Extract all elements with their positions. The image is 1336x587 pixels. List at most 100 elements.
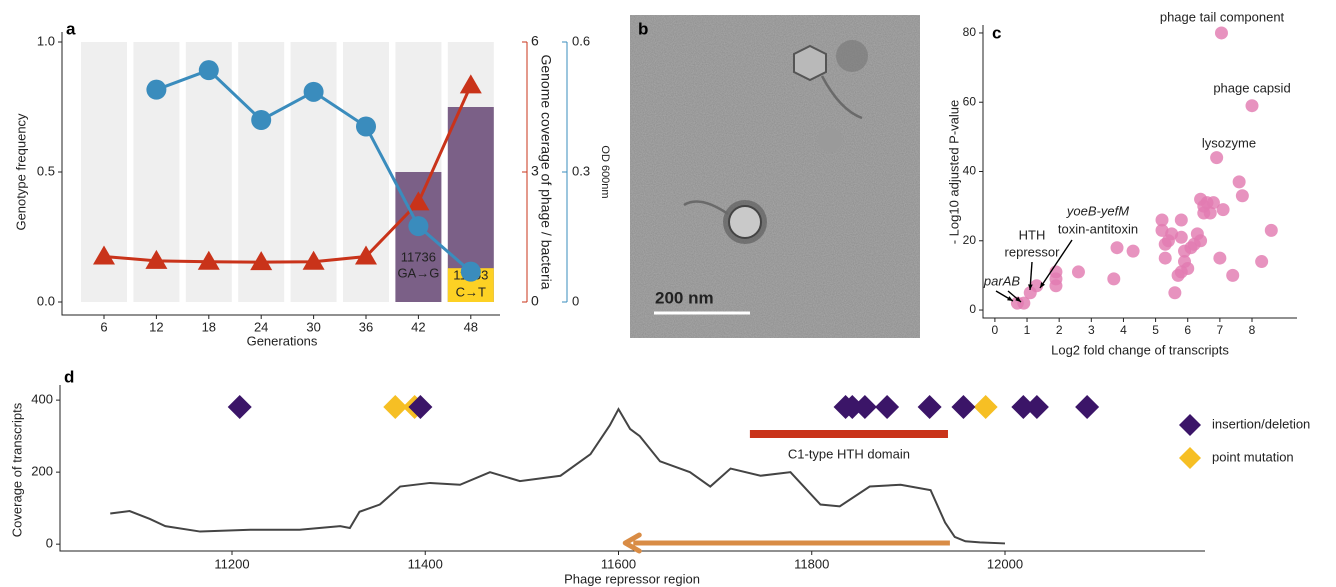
x-tick-label: 5	[1152, 323, 1159, 337]
mutation-marker	[918, 395, 942, 419]
circle-marker	[408, 216, 428, 236]
y-tick-label: 20	[963, 233, 977, 247]
y-tick-label: 40	[963, 164, 977, 178]
y-axis-title: Coverage of transcripts	[9, 402, 24, 537]
circle-marker	[199, 60, 219, 80]
circle-marker	[304, 82, 324, 102]
annotation: toxin-antitoxin	[1058, 221, 1138, 236]
point	[1127, 245, 1140, 258]
figure: a612182430364248Generations0.00.51.0Geno…	[0, 0, 1336, 587]
point	[1175, 265, 1188, 278]
mutation-marker	[853, 395, 877, 419]
point	[1265, 224, 1278, 237]
x-tick-label: 12	[149, 319, 163, 334]
y3-axis-title: OD 600nm	[599, 145, 611, 198]
x-tick-label: 24	[254, 319, 268, 334]
circle-marker	[461, 262, 481, 282]
y2-axis-title: Genome coverage of phage / bacteria	[538, 54, 554, 289]
y-tick-label: 80	[963, 25, 977, 39]
y-axis-title: - Log10 adjusted P-value	[946, 100, 961, 245]
point	[1233, 175, 1246, 188]
x-tick-label: 48	[464, 319, 478, 334]
point	[1168, 286, 1181, 299]
point	[1162, 234, 1175, 247]
y-tick-label: 60	[963, 94, 977, 108]
point	[1236, 189, 1249, 202]
coverage-line	[110, 409, 1005, 543]
point	[1217, 203, 1230, 216]
x-tick-label: 8	[1249, 323, 1256, 337]
x-axis-title: Phage repressor region	[564, 571, 700, 586]
annotation: phage tail component	[1160, 9, 1285, 24]
legend-marker	[1179, 447, 1201, 469]
y-axis-title: Genotype frequency	[13, 113, 28, 231]
point	[1215, 26, 1228, 39]
x-tick-label: 6	[100, 319, 107, 334]
point	[1213, 252, 1226, 265]
x-tick-label: 6	[1184, 323, 1191, 337]
x-tick-label: 12000	[987, 556, 1023, 571]
y-tick-label: 1.0	[37, 33, 55, 48]
mutation-marker	[1025, 395, 1049, 419]
mutation-marker	[974, 395, 998, 419]
point	[1255, 255, 1268, 268]
panel-label: d	[64, 367, 74, 386]
point	[1159, 252, 1172, 265]
point	[1175, 231, 1188, 244]
mutation-marker	[951, 395, 975, 419]
y-tick-label: 400	[31, 392, 53, 407]
point	[1107, 272, 1120, 285]
panel-label: b	[638, 19, 648, 38]
y3-tick-label: 0	[572, 293, 579, 308]
y3-tick-label: 0.6	[572, 33, 590, 48]
x-tick-label: 11600	[601, 556, 636, 571]
bar-annotation: GA→G	[397, 265, 439, 280]
panel-label: c	[992, 23, 1001, 42]
y-tick-label: 0	[46, 536, 53, 551]
x-tick-label: 11800	[794, 556, 829, 571]
circle-marker	[251, 110, 271, 130]
x-tick-label: 36	[359, 319, 373, 334]
y2-tick-label: 6	[531, 33, 539, 49]
annotation: parAB	[983, 273, 1020, 288]
point	[1210, 151, 1223, 164]
legend-marker	[1179, 414, 1201, 436]
y-tick-label: 0	[969, 302, 976, 316]
point	[1194, 234, 1207, 247]
annotation: repressor	[1005, 244, 1061, 259]
y2-tick-label: 0	[531, 293, 539, 309]
x-axis-title: Log2 fold change of transcripts	[1051, 342, 1229, 357]
y-tick-label: 0.5	[37, 163, 55, 178]
point	[1111, 241, 1124, 254]
x-axis-title: Generations	[247, 333, 318, 348]
x-tick-label: 42	[411, 319, 425, 334]
annotation: yoeB-yefM	[1066, 203, 1129, 218]
panel-label: a	[66, 19, 76, 38]
annotation: phage capsid	[1213, 80, 1290, 95]
annotation: HTH	[1019, 227, 1046, 242]
y-tick-label: 0.0	[37, 293, 55, 308]
x-tick-label: 11200	[214, 556, 249, 571]
legend-label: point mutation	[1212, 449, 1294, 464]
legend-label: insertion/deletion	[1212, 416, 1310, 431]
x-tick-label: 1	[1024, 323, 1031, 337]
mutation-marker	[228, 395, 252, 419]
domain-bar	[750, 430, 948, 438]
circle-marker	[146, 80, 166, 100]
x-tick-label: 3	[1088, 323, 1095, 337]
bar-annotation: C→T	[456, 284, 486, 299]
x-tick-label: 0	[992, 323, 999, 337]
x-tick-label: 30	[306, 319, 320, 334]
x-tick-label: 4	[1120, 323, 1127, 337]
point	[1226, 269, 1239, 282]
x-tick-label: 2	[1056, 323, 1063, 337]
y2-tick-label: 3	[531, 163, 539, 179]
point	[1072, 265, 1085, 278]
scale-bar-label: 200 nm	[655, 288, 714, 307]
y-tick-label: 200	[31, 464, 53, 479]
x-tick-label: 7	[1217, 323, 1224, 337]
circle-marker	[356, 117, 376, 137]
mutation-marker	[1075, 395, 1099, 419]
point	[1246, 99, 1259, 112]
x-tick-label: 18	[202, 319, 216, 334]
